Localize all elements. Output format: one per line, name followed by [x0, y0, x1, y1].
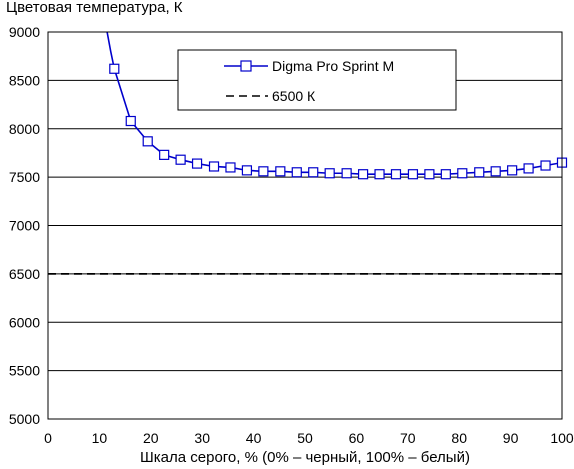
legend-label-reference: 6500 К [272, 88, 316, 104]
data-point-marker [424, 169, 435, 180]
data-point-marker [490, 166, 501, 177]
data-point-marker [390, 169, 402, 180]
series-line-lead [106, 31, 116, 69]
x-tick-labels: 0 10 20 30 40 50 60 70 80 90 100 [44, 430, 574, 446]
legend-box [177, 49, 457, 111]
data-point-marker [440, 169, 451, 180]
y-tick-label: 9000 [9, 24, 40, 40]
data-point-marker [341, 168, 352, 179]
data-point-marker [225, 162, 236, 173]
series-line [113, 68, 563, 176]
legend: Digma Pro Sprint M 6500 К [177, 49, 457, 111]
data-point-marker [374, 169, 385, 180]
data-point-marker [142, 136, 153, 147]
data-point-marker [109, 63, 120, 74]
y-tick-label: 5500 [9, 363, 40, 379]
data-point-marker [191, 158, 203, 169]
data-point-marker [208, 161, 220, 172]
data-point-marker [357, 169, 369, 180]
data-point-marker [407, 169, 419, 180]
data-point-marker [308, 167, 319, 178]
legend-label-series: Digma Pro Sprint M [272, 58, 394, 74]
data-point-marker [275, 166, 286, 177]
x-tick-label: 50 [297, 430, 313, 446]
y-tick-label: 7000 [9, 218, 40, 234]
grid-lines [48, 79, 562, 372]
x-tick-label: 10 [92, 430, 108, 446]
legend-square-marker-icon [240, 60, 252, 72]
y-tick-label: 5000 [9, 411, 40, 427]
x-tick-label: 20 [143, 430, 159, 446]
data-point-marker [175, 154, 186, 165]
plot-frame [47, 31, 563, 420]
x-tick-label: 30 [194, 430, 210, 446]
data-point-marker [125, 115, 136, 127]
data-point-marker [540, 160, 551, 171]
x-tick-label: 80 [451, 430, 467, 446]
y-tick-label: 7500 [9, 169, 40, 185]
y-tick-label: 8500 [9, 72, 40, 88]
y-axis-title: Цветовая температура, К [6, 0, 183, 16]
x-tick-label: 70 [400, 430, 416, 446]
y-tick-label: 8000 [9, 121, 40, 137]
y-tick-labels: 5000 5500 6000 6500 7000 7500 8000 8500 9000 [9, 24, 40, 427]
x-axis-title: Шкала серого, % (0% – черный, 100% – бел… [140, 449, 470, 466]
y-tick-label: 6000 [9, 314, 40, 330]
data-point-marker [159, 149, 170, 160]
data-point-marker [507, 165, 518, 176]
x-tick-label: 40 [246, 430, 262, 446]
data-point-marker [457, 168, 468, 179]
y-tick-label: 6500 [9, 266, 40, 282]
data-point-marker [241, 165, 253, 176]
data-point-marker [258, 166, 269, 177]
data-point-marker [324, 168, 335, 179]
x-tick-label: 60 [349, 430, 365, 446]
x-tick-label: 90 [503, 430, 519, 446]
x-tick-label: 100 [550, 430, 574, 446]
data-point-marker [474, 167, 485, 178]
x-tick-label: 0 [44, 430, 52, 446]
data-point-marker [291, 167, 302, 178]
data-point-marker [523, 163, 534, 174]
